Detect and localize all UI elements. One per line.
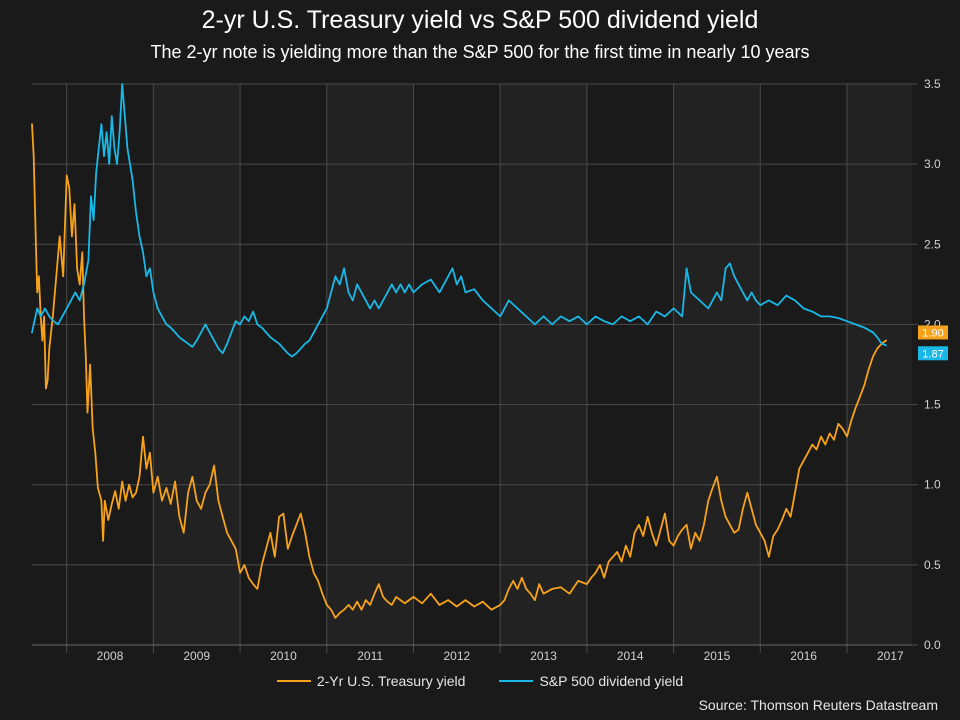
x-tick-label: 2010 [270, 649, 297, 663]
end-label-box-treasury [918, 325, 948, 340]
legend-item-treasury: 2-Yr U.S. Treasury yield [276, 673, 466, 689]
source-note: Source: Thomson Reuters Datastream [698, 697, 938, 713]
legend-swatch-treasury [276, 680, 311, 682]
x-tick-label: 2013 [530, 649, 557, 663]
x-tick-label: 2009 [183, 649, 210, 663]
chart-title: 2-yr U.S. Treasury yield vs S&P 500 divi… [201, 6, 759, 34]
end-label-dividend: 1.87 [922, 348, 943, 360]
x-axis: 2008 2009 2010 2011 2012 2013 2014 2015 2016 2017 [32, 644, 912, 663]
year-band [500, 84, 587, 645]
y-tick-label: 1.5 [924, 398, 941, 412]
y-tick-label: 0.5 [924, 558, 941, 572]
y-tick-label: 3.0 [924, 157, 941, 171]
year-band [326, 84, 414, 645]
y-tick-label: 3.5 [924, 77, 941, 91]
legend-label-dividend: S&P 500 dividend yield [539, 673, 684, 689]
year-band [153, 84, 241, 645]
legend-label-treasury: 2-Yr U.S. Treasury yield [316, 673, 466, 689]
y-tick-label: 1.0 [924, 478, 941, 492]
end-labels: 1.90 1.87 [918, 325, 948, 361]
chart-subtitle: The 2-yr note is yielding more than the … [150, 42, 810, 62]
end-label-treasury: 1.90 [922, 327, 943, 339]
end-label-box-dividend [918, 346, 948, 361]
x-tick-label: 2011 [357, 649, 383, 663]
plot-background [32, 84, 912, 645]
year-band [673, 84, 761, 645]
x-tick-label: 2014 [617, 649, 644, 663]
legend: 2-Yr U.S. Treasury yield S&P 500 dividen… [0, 673, 960, 689]
y-tick-label: 0.0 [924, 638, 941, 652]
y-tick-label: 2.5 [924, 237, 941, 251]
x-tick-label: 2008 [97, 649, 124, 663]
legend-item-dividend: S&P 500 dividend yield [499, 673, 683, 689]
grid-lines [32, 83, 918, 653]
x-tick-label: 2016 [790, 649, 817, 663]
series-group [31, 83, 887, 619]
y-axis: 0.00.51.01.52.02.53.03.5 [924, 77, 941, 652]
x-tick-label: 2012 [443, 649, 470, 663]
legend-swatch-dividend [499, 680, 534, 682]
series-line-treasury [31, 123, 887, 619]
series-line-dividend [31, 83, 887, 358]
year-band [846, 84, 912, 645]
x-tick-label: 2017 [877, 649, 904, 663]
x-tick-label: 2015 [704, 649, 731, 663]
